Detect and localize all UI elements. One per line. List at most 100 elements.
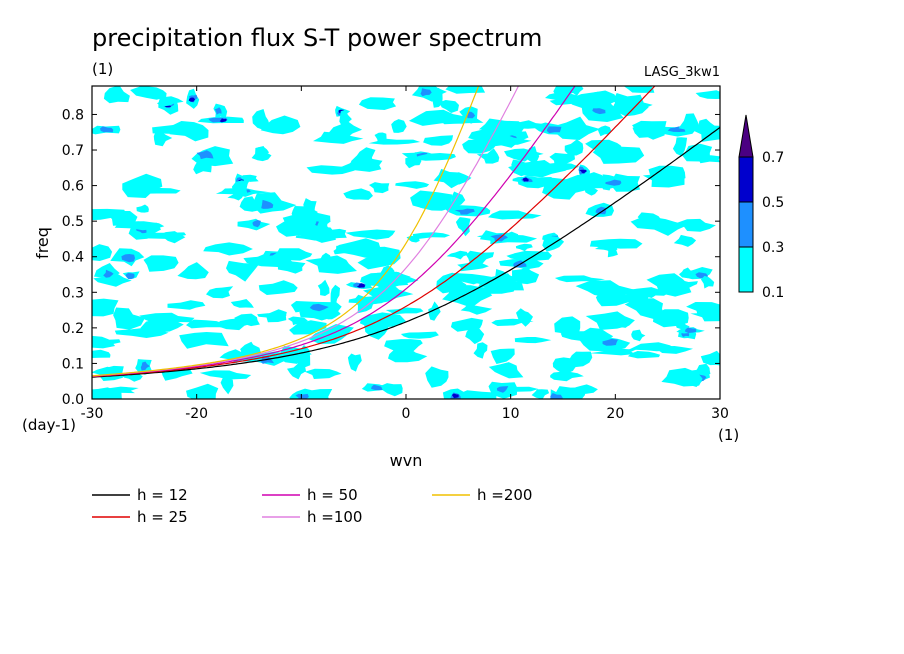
power-contour [295,393,309,399]
dispersion-curve [92,126,720,378]
power-contour [627,351,661,359]
power-contour [206,286,234,299]
power-contour [234,313,260,327]
power-contour [423,135,454,146]
power-contour [549,99,595,106]
power-contour [121,254,135,263]
power-contour [388,347,428,363]
dispersion-curves [92,86,720,378]
colorbar-segment [738,156,754,203]
power-contour [592,144,645,164]
power-contour [439,172,472,185]
power-contour [330,284,340,307]
power-contour [188,97,195,102]
power-contour [473,342,488,359]
power-contour [313,131,364,144]
x-tick-label: 30 [711,406,729,422]
power-contour [125,273,135,280]
power-contour [114,221,165,231]
power-contour [103,86,130,104]
power-contour [579,169,587,174]
power-contour [564,139,584,156]
power-contour [186,383,219,399]
power-contour [646,273,692,297]
power-contour [239,196,263,212]
power-contour [673,234,697,247]
power-contour [92,349,111,358]
y-axis: 0.0 0.1 0.2 0.3 0.4 0.5 0.6 0.7 0.8 [62,107,720,408]
power-contour [301,223,336,243]
colorbar-extension [738,114,754,158]
colorbar-segment [738,246,754,293]
power-contour [446,250,469,260]
legend-label: h = 50 [307,486,358,504]
power-contour [488,362,524,379]
power-contour [368,138,421,145]
power-contour [531,389,550,399]
power-contour [554,275,605,283]
power-contour [451,393,459,399]
power-contour [179,332,229,349]
power-contour [220,377,234,395]
power-contour [114,327,169,338]
power-contour [100,126,114,133]
colorbar-label: 0.7 [762,150,784,166]
power-contour [550,371,584,382]
power-contours [92,86,720,399]
power-contour [490,348,515,364]
power-contour [252,220,261,228]
power-contour [143,255,179,272]
power-contour [700,350,720,366]
power-contour [597,125,612,137]
power-contour [272,248,313,261]
power-contour [338,238,381,258]
power-contour [93,273,132,287]
y-unit-label: (day-1) [22,416,76,434]
y-tick-label: 0.7 [62,143,84,159]
power-contour [476,148,500,164]
power-contour [472,286,519,294]
power-contour [677,218,716,232]
power-contour [595,292,640,307]
power-contour [454,208,475,215]
power-contour [347,353,362,372]
x-unit-label: (1) [718,426,739,444]
power-contour [602,338,618,346]
y-tick-label: 0.8 [62,107,84,123]
power-contour [692,118,715,133]
power-contour [152,123,206,136]
legend-label: h = 25 [137,508,188,526]
power-contour [439,100,459,113]
power-contour [343,188,373,200]
power-contour [230,299,254,308]
power-contour [199,370,252,380]
power-contour [429,116,484,125]
x-axis-label: wvn [390,451,423,470]
power-contour [260,115,301,135]
power-contour [92,387,123,399]
power-contour [552,357,577,375]
power-contour [496,386,509,393]
power-contour [253,192,297,214]
power-contour [219,118,227,123]
power-contour [630,215,688,236]
power-contour [546,126,562,134]
x-tick-label: 20 [606,406,624,422]
power-contour [550,393,563,399]
legend: h = 12 h = 25 h = 50 h =100 h =200 [92,486,532,526]
power-contour [425,366,449,388]
power-contour [511,159,530,177]
colorbar-segment [738,201,754,248]
power-contour [457,261,489,272]
power-contour [672,137,688,157]
power-contour [140,361,150,371]
x-tick-label: -20 [185,406,208,422]
power-contour [203,242,253,256]
power-contour [92,298,119,317]
y-tick-label: 0.6 [62,179,84,195]
power-contour [395,181,430,189]
power-contour [277,260,306,274]
y-tick-label: 0.5 [62,214,84,230]
power-contour [319,252,333,273]
power-contour [589,238,643,249]
